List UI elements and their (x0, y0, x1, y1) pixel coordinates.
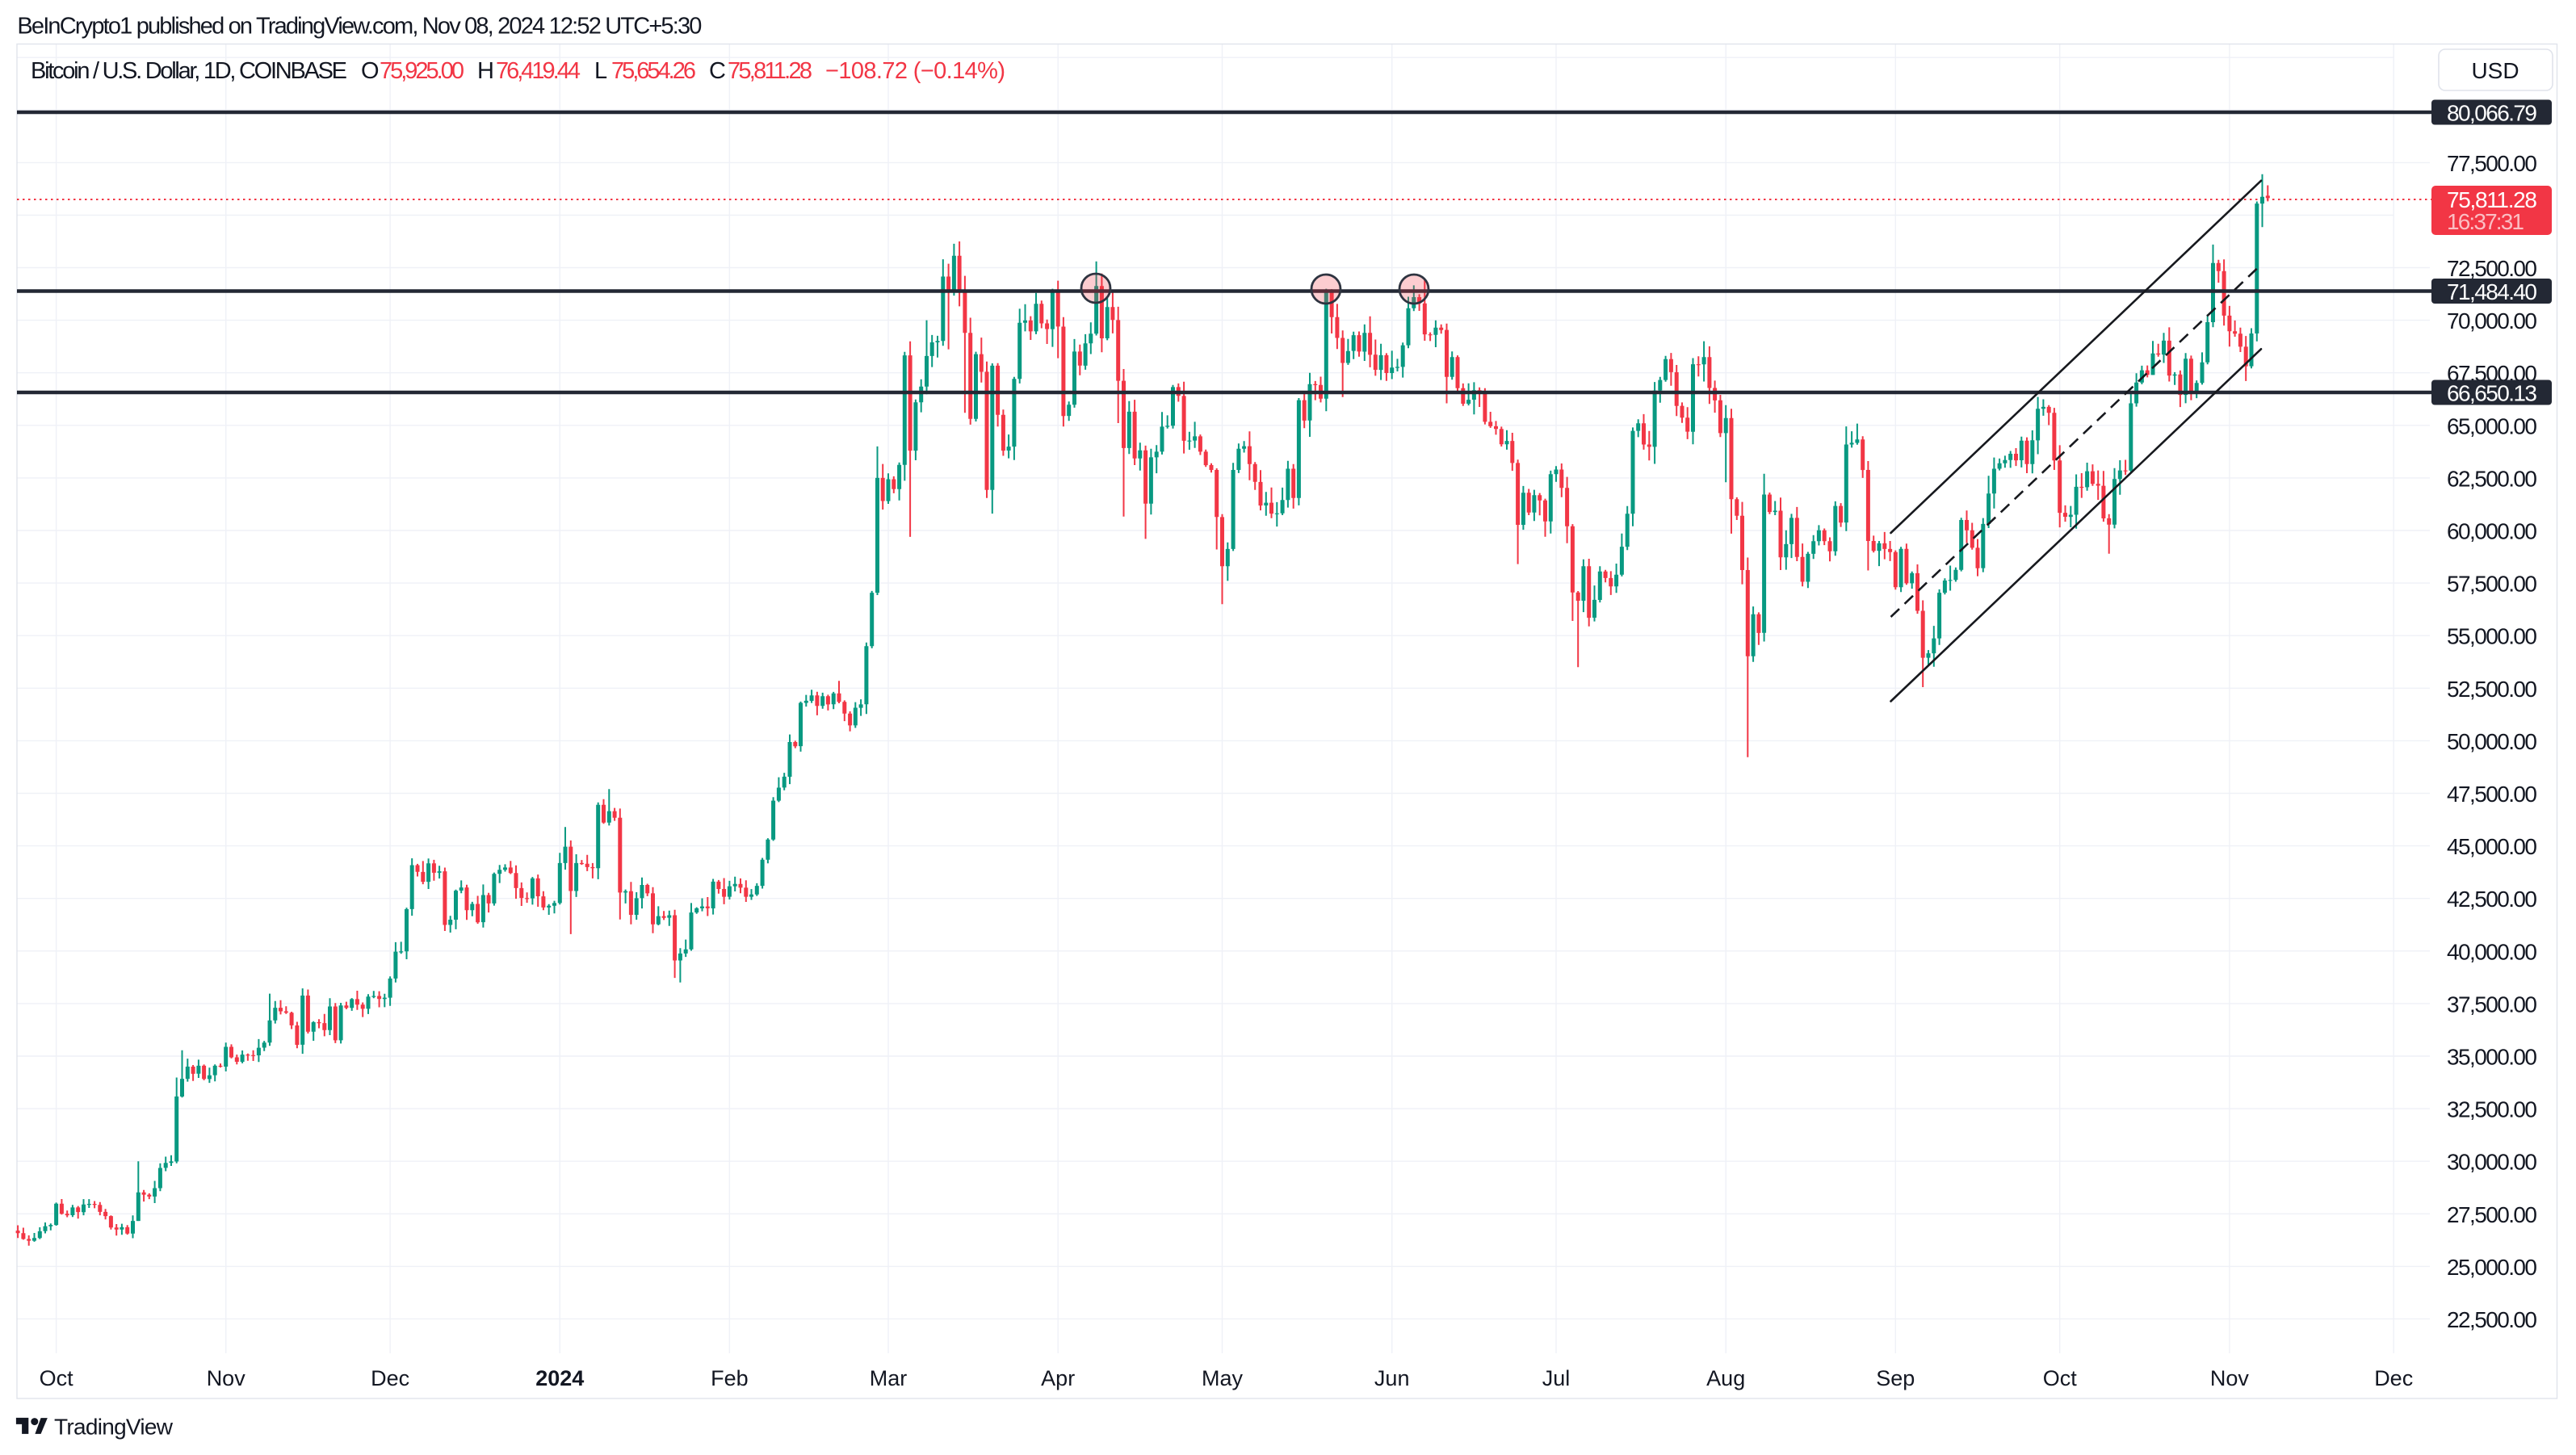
svg-text:40,000.00: 40,000.00 (2447, 939, 2537, 964)
svg-text:Dec: Dec (2374, 1366, 2413, 1390)
svg-text:Apr: Apr (1041, 1366, 1075, 1390)
svg-text:Oct: Oct (2043, 1366, 2078, 1390)
svg-text:45,000.00: 45,000.00 (2447, 834, 2537, 859)
svg-text:57,500.00: 57,500.00 (2447, 572, 2537, 597)
svg-text:75,925.00: 75,925.00 (380, 58, 464, 84)
svg-text:Jul: Jul (1542, 1366, 1571, 1390)
svg-text:Jun: Jun (1374, 1366, 1410, 1390)
svg-text:50,000.00: 50,000.00 (2447, 729, 2537, 754)
svg-text:−108.72 (−0.14%): −108.72 (−0.14%) (825, 58, 1005, 84)
svg-text:16:37:31: 16:37:31 (2447, 209, 2524, 234)
svg-text:60,000.00: 60,000.00 (2447, 519, 2537, 544)
svg-text:USD: USD (2471, 58, 2519, 83)
svg-text:30,000.00: 30,000.00 (2447, 1150, 2537, 1175)
svg-text:TradingView: TradingView (54, 1415, 174, 1440)
svg-text:C: C (709, 58, 726, 84)
svg-text:35,000.00: 35,000.00 (2447, 1045, 2537, 1070)
svg-text:47,500.00: 47,500.00 (2447, 782, 2537, 807)
svg-text:Feb: Feb (711, 1366, 749, 1390)
svg-text:71,484.40: 71,484.40 (2447, 279, 2537, 304)
svg-text:Bitcoin / U.S. Dollar, 1D, COI: Bitcoin / U.S. Dollar, 1D, COINBASE (31, 58, 347, 84)
svg-text:72,500.00: 72,500.00 (2447, 256, 2537, 281)
svg-text:37,500.00: 37,500.00 (2447, 992, 2537, 1017)
svg-text:Sep: Sep (1876, 1366, 1915, 1390)
svg-text:27,500.00: 27,500.00 (2447, 1202, 2537, 1227)
svg-text:66,650.13: 66,650.13 (2447, 381, 2537, 406)
svg-text:May: May (1202, 1366, 1244, 1390)
svg-text:Oct: Oct (40, 1366, 74, 1390)
svg-text:55,000.00: 55,000.00 (2447, 624, 2537, 649)
svg-text:75,811.28: 75,811.28 (2447, 187, 2537, 212)
svg-text:75,811.28: 75,811.28 (728, 58, 812, 84)
svg-text:65,000.00: 65,000.00 (2447, 413, 2537, 438)
svg-text:22,500.00: 22,500.00 (2447, 1307, 2537, 1332)
svg-text:77,500.00: 77,500.00 (2447, 151, 2537, 176)
svg-text:Nov: Nov (207, 1366, 246, 1390)
svg-text:Nov: Nov (2210, 1366, 2250, 1390)
svg-text:L: L (594, 58, 607, 84)
svg-text:76,419.44: 76,419.44 (496, 58, 581, 84)
svg-text:Mar: Mar (870, 1366, 908, 1390)
svg-text:Aug: Aug (1706, 1366, 1745, 1390)
svg-text:75,654.26: 75,654.26 (611, 58, 696, 84)
svg-text:Dec: Dec (371, 1366, 409, 1390)
svg-text:32,500.00: 32,500.00 (2447, 1097, 2537, 1122)
svg-text:42,500.00: 42,500.00 (2447, 887, 2537, 912)
svg-text:62,500.00: 62,500.00 (2447, 466, 2537, 491)
svg-text:70,000.00: 70,000.00 (2447, 308, 2537, 333)
svg-text:2024: 2024 (535, 1366, 584, 1390)
svg-text:25,000.00: 25,000.00 (2447, 1255, 2537, 1280)
svg-text:H: H (477, 58, 494, 84)
svg-text:BeInCrypto1 published on Tradi: BeInCrypto1 published on TradingView.com… (17, 14, 702, 40)
svg-text:O: O (361, 58, 380, 84)
svg-text:80,066.79: 80,066.79 (2447, 101, 2537, 126)
svg-text:52,500.00: 52,500.00 (2447, 677, 2537, 702)
